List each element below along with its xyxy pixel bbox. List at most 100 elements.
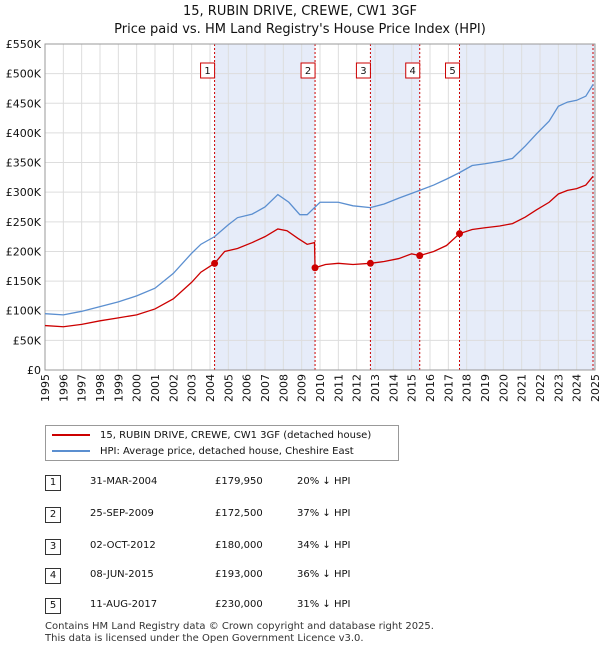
x-tick-label: 2008 <box>277 374 290 402</box>
x-tick-label: 2017 <box>442 374 455 402</box>
transaction-hpi: 37% ↓ HPI <box>297 508 351 519</box>
y-tick-label: £350K <box>6 157 42 170</box>
sale-period-shading <box>370 44 420 370</box>
transaction-number: 1 <box>45 475 61 491</box>
transaction-number: 5 <box>45 598 61 614</box>
x-tick-label: 2006 <box>241 374 254 402</box>
sale-period-shading <box>459 44 595 370</box>
transaction-price: £172,500 <box>215 508 263 519</box>
transaction-number: 3 <box>45 539 61 555</box>
transaction-number: 2 <box>45 507 61 523</box>
x-tick-label: 2019 <box>479 374 492 402</box>
y-tick-label: £250K <box>6 216 42 229</box>
x-tick-label: 2016 <box>424 374 437 402</box>
x-tick-label: 2009 <box>296 374 309 402</box>
x-tick-label: 1995 <box>39 374 52 402</box>
transaction-number: 4 <box>45 568 61 584</box>
sale-point <box>211 259 219 267</box>
transaction-row: 3 02-OCT-2012 £180,000 34% ↓ HPI <box>45 539 405 555</box>
transaction-price: £193,000 <box>215 569 263 580</box>
legend: 15, RUBIN DRIVE, CREWE, CW1 3GF (detache… <box>45 425 399 461</box>
sale-label-box <box>445 62 461 79</box>
transaction-row: 2 25-SEP-2009 £172,500 37% ↓ HPI <box>45 507 405 523</box>
transaction-row: 1 31-MAR-2004 £179,950 20% ↓ HPI <box>45 475 405 491</box>
x-tick-label: 2000 <box>131 374 144 402</box>
transaction-row: 5 11-AUG-2017 £230,000 31% ↓ HPI <box>45 598 405 614</box>
chart-subtitle: Price paid vs. HM Land Registry's House … <box>114 22 486 37</box>
sale-label: 3 <box>355 62 371 79</box>
x-tick-label: 2007 <box>259 374 272 402</box>
transaction-price: £180,000 <box>215 540 263 551</box>
sale-label-box <box>300 62 316 79</box>
sale-label-box <box>405 62 421 79</box>
legend-item-property: 15, RUBIN DRIVE, CREWE, CW1 3GF (detache… <box>52 428 371 442</box>
y-tick-label: £300K <box>6 186 42 199</box>
price-chart: £0 £50K £100K £150K £200K £250K £300K £350K £400… <box>6 38 600 402</box>
x-tick-label: 1999 <box>112 374 125 402</box>
x-tick-label: 2022 <box>534 374 547 402</box>
property-price-line <box>44 175 594 328</box>
footer-licence: This data is licensed under the Open Gov… <box>45 633 364 644</box>
sale-label-box <box>200 62 216 79</box>
x-tick-label: 2011 <box>332 374 345 402</box>
y-tick-label: £200K <box>6 245 42 258</box>
legend-item-hpi: HPI: Average price, detached house, Ches… <box>52 444 354 458</box>
x-tick-label: 2021 <box>516 374 529 402</box>
sale-label: 1 <box>200 62 216 79</box>
sale-label-text: 4 <box>410 66 416 77</box>
sale-label-text: 5 <box>449 66 455 77</box>
x-tick-label: 2018 <box>461 374 474 402</box>
x-tick-label: 2004 <box>204 374 217 402</box>
transaction-hpi: 36% ↓ HPI <box>297 569 351 580</box>
x-tick-label: 2013 <box>369 374 382 402</box>
transaction-date: 31-MAR-2004 <box>90 476 158 487</box>
legend-swatch-property <box>52 434 90 436</box>
legend-label-property: 15, RUBIN DRIVE, CREWE, CW1 3GF (detache… <box>100 429 372 441</box>
x-tick-label: 2012 <box>351 374 364 402</box>
transaction-date: 25-SEP-2009 <box>90 508 154 519</box>
sale-label-box <box>355 62 371 79</box>
sale-label: 5 <box>445 62 461 79</box>
transaction-hpi: 34% ↓ HPI <box>297 540 351 551</box>
y-tick-label: £100K <box>6 305 42 318</box>
x-tick-label: 2023 <box>552 374 565 402</box>
y-tick-label: £450K <box>6 97 42 110</box>
sale-point <box>366 259 374 267</box>
transaction-date: 08-JUN-2015 <box>90 569 154 580</box>
y-tick-label: £550K <box>6 38 42 51</box>
sale-point <box>456 230 464 238</box>
x-tick-label: 2025 <box>589 374 600 402</box>
legend-swatch-hpi <box>52 450 90 452</box>
x-tick-label: 2002 <box>167 374 180 402</box>
y-tick-label: £0 <box>27 364 41 377</box>
x-tick-label: 1997 <box>76 374 89 402</box>
transaction-hpi: 31% ↓ HPI <box>297 599 351 610</box>
legend-label-hpi: HPI: Average price, detached house, Ches… <box>100 445 354 457</box>
x-tick-label: 2003 <box>186 374 199 402</box>
sale-label-text: 2 <box>305 66 311 77</box>
hpi-line <box>44 83 594 316</box>
y-tick-label: £400K <box>6 127 42 140</box>
x-tick-label: 1998 <box>94 374 107 402</box>
transaction-price: £179,950 <box>215 476 263 487</box>
footer-copyright: Contains HM Land Registry data © Crown c… <box>45 621 434 632</box>
transaction-row: 4 08-JUN-2015 £193,000 36% ↓ HPI <box>45 568 405 584</box>
y-tick-label: £500K <box>6 68 42 81</box>
x-tick-label: 2001 <box>149 374 162 402</box>
transaction-price: £230,000 <box>215 599 263 610</box>
sale-point <box>416 252 424 260</box>
x-tick-label: 1996 <box>57 374 70 402</box>
plot-border <box>44 43 596 371</box>
transaction-date: 02-OCT-2012 <box>90 540 156 551</box>
chart-title: 15, RUBIN DRIVE, CREWE, CW1 3GF <box>182 4 418 19</box>
sale-label-text: 3 <box>360 66 366 77</box>
x-tick-label: 2024 <box>571 374 584 402</box>
x-tick-label: 2014 <box>387 374 400 402</box>
transaction-hpi: 20% ↓ HPI <box>297 476 351 487</box>
y-tick-label: £150K <box>6 275 42 288</box>
x-tick-label: 2010 <box>314 374 327 402</box>
x-tick-label: 2020 <box>497 374 510 402</box>
sale-label: 2 <box>300 62 316 79</box>
x-tick-label: 2005 <box>222 374 235 402</box>
y-tick-label: £50K <box>13 334 42 347</box>
